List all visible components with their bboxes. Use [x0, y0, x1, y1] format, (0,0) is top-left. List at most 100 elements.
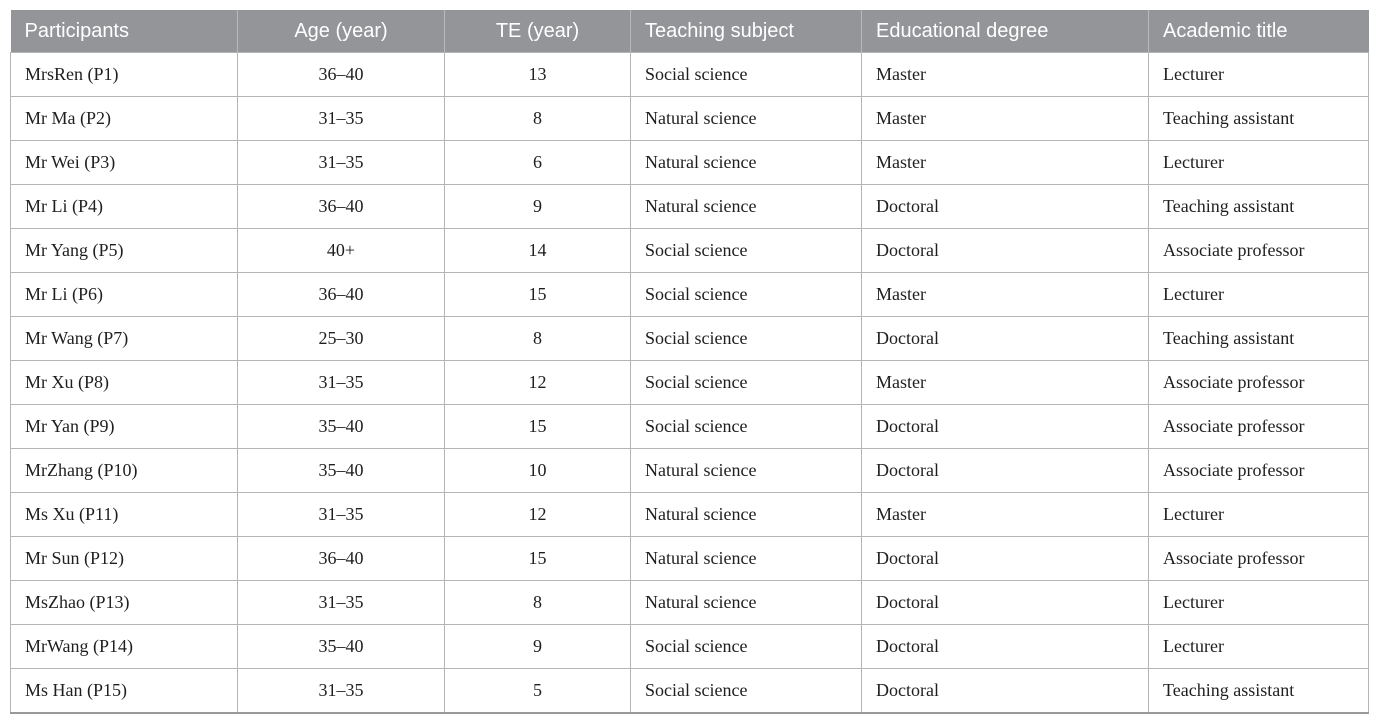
cell-participants: Mr Li (P4): [10, 184, 238, 229]
cell-age: 36–40: [237, 272, 445, 317]
cell-teaching-subject: Natural science: [630, 580, 862, 625]
cell-teaching-subject: Natural science: [630, 140, 862, 185]
cell-educational-degree: Doctoral: [861, 624, 1149, 669]
cell-participants: Mr Wei (P3): [10, 140, 238, 185]
table-row: Ms Xu (P11) 31–35 12 Natural science Master L…: [10, 492, 1369, 537]
cell-educational-degree: Doctoral: [861, 448, 1149, 493]
cell-academic-title: Associate professor: [1148, 448, 1369, 493]
cell-te: 9: [444, 624, 631, 669]
cell-age: 36–40: [237, 536, 445, 581]
cell-educational-degree: Doctoral: [861, 184, 1149, 229]
table-row: Mr Ma (P2) 31–35 8 Natural science Master Tea…: [10, 96, 1369, 141]
cell-te: 8: [444, 580, 631, 625]
column-header-participants: Participants: [10, 10, 238, 53]
cell-teaching-subject: Social science: [630, 624, 862, 669]
cell-age: 36–40: [237, 184, 445, 229]
cell-educational-degree: Master: [861, 360, 1149, 405]
cell-academic-title: Lecturer: [1148, 492, 1369, 537]
cell-age: 31–35: [237, 668, 445, 714]
cell-participants: MrZhang (P10): [10, 448, 238, 493]
cell-educational-degree: Doctoral: [861, 404, 1149, 449]
table-body: MrsRen (P1) 36–40 13 Social science Master Le…: [10, 52, 1369, 714]
cell-participants: Mr Xu (P8): [10, 360, 238, 405]
cell-educational-degree: Master: [861, 492, 1149, 537]
cell-participants: Ms Xu (P11): [10, 492, 238, 537]
cell-te: 8: [444, 96, 631, 141]
cell-age: 36–40: [237, 52, 445, 97]
cell-age: 35–40: [237, 624, 445, 669]
column-header-educational-degree: Educational degree: [861, 10, 1149, 53]
table-row: Mr Wei (P3) 31–35 6 Natural science Master Le…: [10, 140, 1369, 185]
cell-te: 10: [444, 448, 631, 493]
table-row: MrZhang (P10) 35–40 10 Natural science Docto…: [10, 448, 1369, 493]
cell-educational-degree: Doctoral: [861, 668, 1149, 714]
table-row: Mr Li (P4) 36–40 9 Natural science Doctoral T…: [10, 184, 1369, 229]
cell-educational-degree: Master: [861, 96, 1149, 141]
cell-educational-degree: Master: [861, 140, 1149, 185]
cell-teaching-subject: Social science: [630, 668, 862, 714]
table-row: Mr Yan (P9) 35–40 15 Social science Doctoral…: [10, 404, 1369, 449]
cell-participants: MrWang (P14): [10, 624, 238, 669]
header-row: Participants Age (year) TE (year) Teachi…: [10, 10, 1369, 53]
table-row: MrWang (P14) 35–40 9 Social science Doctoral…: [10, 624, 1369, 669]
column-header-academic-title: Academic title: [1148, 10, 1369, 53]
cell-teaching-subject: Social science: [630, 52, 862, 97]
cell-educational-degree: Doctoral: [861, 316, 1149, 361]
column-header-teaching-subject: Teaching subject: [630, 10, 862, 53]
cell-age: 31–35: [237, 140, 445, 185]
cell-educational-degree: Doctoral: [861, 580, 1149, 625]
cell-te: 8: [444, 316, 631, 361]
cell-academic-title: Associate professor: [1148, 360, 1369, 405]
cell-teaching-subject: Social science: [630, 228, 862, 273]
cell-educational-degree: Doctoral: [861, 536, 1149, 581]
column-header-age: Age (year): [237, 10, 445, 53]
cell-age: 31–35: [237, 360, 445, 405]
cell-academic-title: Teaching assistant: [1148, 184, 1369, 229]
cell-academic-title: Lecturer: [1148, 52, 1369, 97]
cell-te: 6: [444, 140, 631, 185]
cell-te: 12: [444, 360, 631, 405]
cell-academic-title: Lecturer: [1148, 140, 1369, 185]
cell-teaching-subject: Social science: [630, 360, 862, 405]
cell-academic-title: Lecturer: [1148, 580, 1369, 625]
cell-participants: MsZhao (P13): [10, 580, 238, 625]
cell-educational-degree: Master: [861, 272, 1149, 317]
cell-teaching-subject: Natural science: [630, 184, 862, 229]
cell-te: 15: [444, 536, 631, 581]
cell-academic-title: Lecturer: [1148, 624, 1369, 669]
participants-table: Participants Age (year) TE (year) Teachi…: [10, 10, 1369, 714]
cell-age: 31–35: [237, 580, 445, 625]
cell-te: 13: [444, 52, 631, 97]
cell-teaching-subject: Social science: [630, 316, 862, 361]
cell-te: 15: [444, 272, 631, 317]
cell-age: 40+: [237, 228, 445, 273]
column-header-te: TE (year): [444, 10, 631, 53]
cell-teaching-subject: Social science: [630, 272, 862, 317]
table-row: Mr Li (P6) 36–40 15 Social science Master Lec…: [10, 272, 1369, 317]
cell-teaching-subject: Natural science: [630, 448, 862, 493]
cell-participants: Ms Han (P15): [10, 668, 238, 714]
cell-participants: Mr Li (P6): [10, 272, 238, 317]
cell-participants: Mr Yang (P5): [10, 228, 238, 273]
cell-teaching-subject: Natural science: [630, 536, 862, 581]
cell-teaching-subject: Natural science: [630, 492, 862, 537]
cell-educational-degree: Master: [861, 52, 1149, 97]
cell-te: 14: [444, 228, 631, 273]
cell-participants: Mr Yan (P9): [10, 404, 238, 449]
cell-te: 15: [444, 404, 631, 449]
cell-age: 31–35: [237, 492, 445, 537]
cell-academic-title: Teaching assistant: [1148, 96, 1369, 141]
cell-age: 35–40: [237, 404, 445, 449]
cell-participants: Mr Ma (P2): [10, 96, 238, 141]
cell-age: 31–35: [237, 96, 445, 141]
cell-age: 35–40: [237, 448, 445, 493]
table-row: MrsRen (P1) 36–40 13 Social science Master Le…: [10, 52, 1369, 97]
cell-academic-title: Associate professor: [1148, 536, 1369, 581]
cell-academic-title: Associate professor: [1148, 404, 1369, 449]
cell-academic-title: Lecturer: [1148, 272, 1369, 317]
table-row: Mr Sun (P12) 36–40 15 Natural science Doctor…: [10, 536, 1369, 581]
cell-participants: MrsRen (P1): [10, 52, 238, 97]
cell-teaching-subject: Natural science: [630, 96, 862, 141]
cell-academic-title: Teaching assistant: [1148, 316, 1369, 361]
